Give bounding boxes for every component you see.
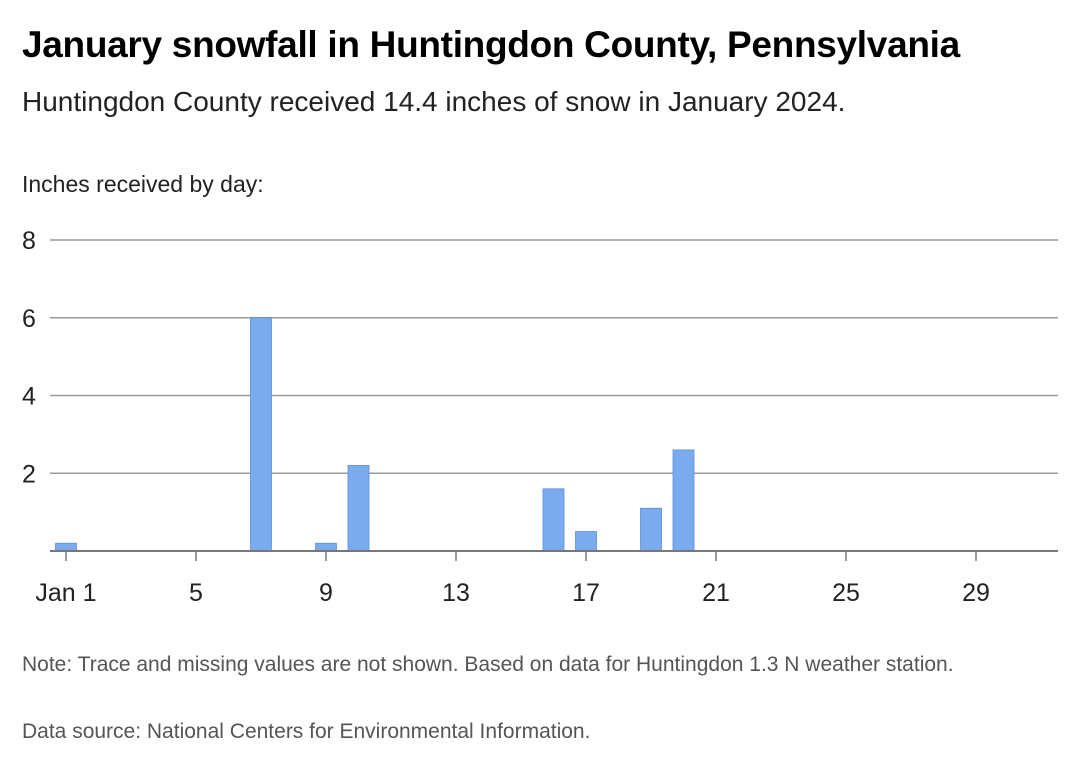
y-tick-label: 8 (22, 227, 36, 255)
x-tick-label: 13 (442, 579, 470, 607)
y-tick-label: 6 (22, 305, 36, 333)
x-tick-label: 9 (319, 579, 333, 607)
y-axis-title: Inches received by day: (22, 171, 264, 197)
chart-title: January snowfall in Huntingdon County, P… (22, 24, 960, 65)
y-tick-label: 4 (22, 383, 36, 411)
bar (250, 317, 272, 552)
x-tick-label: 21 (702, 579, 730, 607)
snowfall-bar-chart: 2 4 6 8 Jan 1 5 9 13 17 21 25 29 (22, 227, 1058, 607)
data-source: Data source: National Centers for Enviro… (22, 720, 591, 743)
bar (672, 449, 695, 552)
chart-subtitle: Huntingdon County received 14.4 inches o… (22, 86, 846, 117)
x-tick-label: 17 (572, 579, 600, 607)
x-tick-label: 25 (832, 579, 860, 607)
bar (55, 542, 77, 552)
chart-note: Note: Trace and missing values are not s… (22, 653, 954, 676)
y-tick-label: 2 (22, 460, 36, 488)
x-tick-label: Jan 1 (35, 579, 96, 607)
bar (575, 531, 597, 552)
x-tick-label: 29 (962, 579, 990, 607)
bar (347, 465, 370, 552)
bar (640, 507, 662, 552)
x-tick-label: 5 (189, 579, 203, 607)
bar (542, 488, 565, 552)
bar (315, 542, 337, 552)
